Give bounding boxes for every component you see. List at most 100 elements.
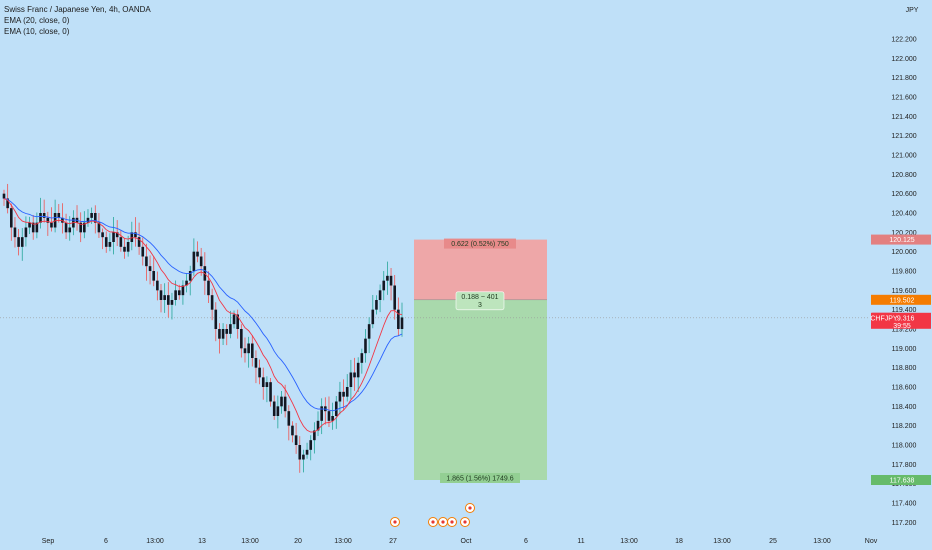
candle[interactable]: [28, 222, 31, 228]
candle[interactable]: [400, 317, 404, 329]
candle[interactable]: [42, 213, 46, 218]
candle[interactable]: [50, 222, 53, 228]
candle[interactable]: [90, 213, 93, 218]
candle[interactable]: [397, 309, 400, 329]
candle[interactable]: [134, 232, 137, 238]
candle[interactable]: [174, 290, 177, 300]
candle[interactable]: [218, 329, 221, 339]
candle[interactable]: [276, 406, 280, 416]
candle[interactable]: [145, 256, 148, 267]
candle[interactable]: [159, 290, 163, 300]
candle[interactable]: [294, 435, 298, 445]
ema20-legend[interactable]: EMA (20, close, 0): [4, 16, 70, 25]
candle[interactable]: [119, 237, 123, 247]
candle[interactable]: [287, 411, 291, 426]
candle[interactable]: [302, 454, 305, 460]
candle[interactable]: [79, 222, 82, 233]
candle[interactable]: [240, 329, 243, 349]
candle[interactable]: [375, 300, 378, 310]
candle[interactable]: [298, 445, 302, 460]
candle[interactable]: [46, 217, 50, 223]
candle[interactable]: [68, 227, 72, 233]
candle[interactable]: [389, 275, 393, 286]
candle[interactable]: [163, 295, 166, 300]
candle[interactable]: [101, 232, 104, 238]
candle[interactable]: [360, 353, 364, 363]
candle[interactable]: [331, 416, 334, 421]
candle[interactable]: [108, 242, 112, 247]
candle[interactable]: [156, 280, 159, 291]
candle[interactable]: [130, 232, 134, 242]
candle[interactable]: [283, 396, 287, 412]
candle[interactable]: [83, 222, 86, 233]
candle[interactable]: [247, 343, 250, 354]
candle[interactable]: [210, 295, 214, 310]
candle[interactable]: [265, 382, 269, 387]
ema20-line[interactable]: [3, 198, 403, 412]
candle[interactable]: [57, 213, 61, 218]
candle[interactable]: [20, 237, 24, 247]
candle[interactable]: [192, 251, 196, 271]
candle[interactable]: [258, 367, 261, 378]
candle[interactable]: [97, 222, 101, 233]
candle[interactable]: [17, 237, 20, 247]
ema10-line[interactable]: [3, 198, 403, 433]
candle[interactable]: [232, 314, 236, 325]
candle[interactable]: [181, 285, 185, 296]
candle[interactable]: [269, 382, 272, 402]
symbol-title[interactable]: Swiss Franc / Japanese Yen, 4h, OANDA: [4, 5, 151, 14]
candle[interactable]: [309, 440, 313, 450]
candle[interactable]: [112, 232, 115, 242]
candle[interactable]: [371, 309, 375, 325]
candle[interactable]: [86, 217, 90, 223]
candle[interactable]: [261, 377, 265, 387]
candle[interactable]: [6, 198, 9, 209]
candle[interactable]: [243, 348, 247, 354]
take-profit-zone[interactable]: [414, 299, 547, 480]
candle[interactable]: [364, 338, 367, 354]
price-axis[interactable]: [870, 0, 932, 550]
time-axis[interactable]: [0, 536, 932, 550]
candle[interactable]: [35, 222, 39, 233]
candle[interactable]: [320, 406, 323, 421]
candle[interactable]: [207, 280, 210, 296]
candle[interactable]: [272, 401, 276, 417]
candle[interactable]: [64, 222, 68, 233]
candle[interactable]: [177, 290, 181, 296]
candle[interactable]: [305, 449, 309, 455]
candle[interactable]: [393, 285, 396, 310]
candle[interactable]: [338, 391, 342, 402]
candle[interactable]: [378, 290, 382, 300]
candle[interactable]: [254, 358, 258, 368]
candle[interactable]: [115, 232, 119, 238]
candle[interactable]: [353, 372, 356, 378]
candle[interactable]: [170, 300, 174, 305]
candle[interactable]: [137, 237, 141, 247]
candle[interactable]: [188, 271, 192, 281]
candle[interactable]: [349, 372, 353, 388]
candle[interactable]: [199, 256, 203, 267]
candle[interactable]: [167, 295, 170, 305]
candle[interactable]: [327, 411, 331, 421]
candle[interactable]: [123, 246, 126, 252]
candle[interactable]: [367, 324, 371, 339]
candle[interactable]: [214, 309, 218, 329]
candle[interactable]: [31, 222, 35, 233]
candle[interactable]: [24, 227, 28, 238]
candle[interactable]: [221, 329, 225, 339]
candle[interactable]: [236, 314, 239, 330]
candle[interactable]: [126, 242, 130, 252]
candle[interactable]: [291, 425, 294, 436]
candle[interactable]: [39, 213, 42, 223]
candle[interactable]: [53, 213, 57, 228]
candle[interactable]: [152, 271, 156, 281]
candle[interactable]: [280, 396, 283, 407]
candle[interactable]: [104, 237, 108, 247]
candle[interactable]: [225, 329, 229, 334]
candle[interactable]: [10, 208, 13, 228]
candle[interactable]: [250, 343, 254, 359]
candle[interactable]: [382, 280, 386, 291]
candle[interactable]: [316, 420, 320, 431]
candle[interactable]: [185, 280, 188, 286]
